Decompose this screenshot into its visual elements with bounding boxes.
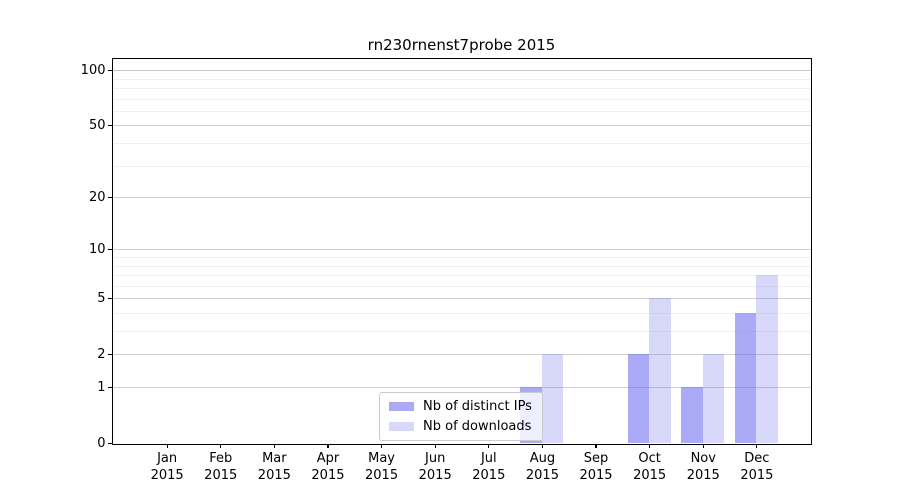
gridline-minor <box>113 110 811 112</box>
bar-downloads <box>756 275 778 443</box>
y-tick-label: 5 <box>97 290 106 306</box>
x-tick-label: May 2015 <box>342 451 422 484</box>
bar-distinct-ips <box>734 312 757 443</box>
x-tick-label: Nov 2015 <box>663 451 743 484</box>
legend-label: Nb of distinct IPs <box>423 399 532 414</box>
gridline-minor <box>113 78 811 80</box>
y-tick-label: 1 <box>97 379 106 395</box>
gridline-minor <box>113 265 811 267</box>
x-tick-label: Feb 2015 <box>181 451 261 484</box>
x-tick-year-label: 2015 <box>472 467 506 483</box>
gridline-major <box>113 298 811 300</box>
y-tick-label: 2 <box>97 346 106 362</box>
gridline-major <box>113 387 811 388</box>
y-tick-label: 50 <box>88 117 106 133</box>
x-axis-tick <box>327 444 329 448</box>
x-tick-year-label: 2015 <box>525 467 559 483</box>
bar-downloads <box>702 354 725 443</box>
y-tick-label: 20 <box>88 189 106 205</box>
plot-area: Nb of distinct IPs Nb of downloads <box>112 58 812 445</box>
y-axis-tick <box>108 442 112 445</box>
gridline-minor <box>113 331 811 332</box>
x-axis-tick <box>488 444 490 448</box>
y-axis-tick <box>108 125 112 127</box>
y-axis-tick <box>108 298 112 300</box>
x-tick-label: Mar 2015 <box>234 451 314 484</box>
gridline-minor <box>113 275 811 277</box>
legend-swatch-downloads <box>389 422 414 431</box>
x-tick-year-label: 2015 <box>740 467 774 483</box>
gridline-major <box>113 249 811 251</box>
legend-label: Nb of downloads <box>423 419 532 434</box>
x-tick-label: Jun 2015 <box>395 451 475 484</box>
legend-item-distinct-ips: Nb of distinct IPs <box>389 398 533 415</box>
legend-item-downloads: Nb of downloads <box>389 418 533 435</box>
x-axis-tick <box>702 444 704 448</box>
gridline-minor <box>113 143 811 144</box>
x-tick-label: Jul 2015 <box>449 451 529 484</box>
gridlines-layer <box>113 59 811 444</box>
x-tick-year-label: 2015 <box>633 467 667 483</box>
y-tick-label: 100 <box>80 62 106 78</box>
legend-swatch-distinct-ips <box>389 402 414 411</box>
x-tick-year-label: 2015 <box>150 467 184 483</box>
y-tick-label: 0 <box>97 435 106 451</box>
x-axis-tick <box>273 444 275 448</box>
x-tick-year-label: 2015 <box>257 467 291 483</box>
x-tick-year-label: 2015 <box>579 467 613 483</box>
x-tick-year-label: 2015 <box>204 467 238 483</box>
gridline-minor <box>113 256 811 258</box>
gridline-major <box>113 125 811 127</box>
legend: Nb of distinct IPs Nb of downloads <box>379 392 543 441</box>
y-tick-label: 10 <box>88 241 106 257</box>
gridline-major <box>113 354 811 356</box>
x-tick-year-label: 2015 <box>365 467 399 483</box>
y-axis-tick <box>108 386 112 389</box>
gridline-minor <box>113 285 811 287</box>
bar-distinct-ips <box>681 387 703 443</box>
x-tick-year-label: 2015 <box>311 467 345 483</box>
x-axis-tick <box>595 444 597 448</box>
y-axis-tick <box>108 249 112 251</box>
x-tick-year-label: 2015 <box>418 467 452 483</box>
gridline-minor <box>113 312 811 314</box>
gridline-major <box>113 197 811 199</box>
bars-layer <box>113 59 811 444</box>
x-axis-tick <box>434 444 436 448</box>
chart-title: rn230rnenst7probe 2015 <box>367 36 556 54</box>
gridline-minor <box>113 98 811 100</box>
x-tick-label: Aug 2015 <box>502 451 582 484</box>
y-axis-tick <box>108 70 112 72</box>
bar-downloads <box>541 354 564 443</box>
gridline-major <box>113 70 811 72</box>
x-axis-tick <box>380 444 383 448</box>
x-tick-label: Sep 2015 <box>556 451 636 484</box>
y-axis-tick <box>108 196 112 199</box>
x-tick-year-label: 2015 <box>686 467 720 483</box>
x-axis-tick <box>166 444 168 448</box>
x-axis-tick <box>541 444 543 448</box>
x-tick-label: Dec 2015 <box>717 451 797 484</box>
x-tick-label: Jan 2015 <box>127 451 207 484</box>
x-axis-tick <box>756 444 758 448</box>
x-axis-tick <box>649 444 651 448</box>
x-tick-label: Oct 2015 <box>610 451 690 484</box>
gridline-minor <box>113 88 811 89</box>
x-axis-tick <box>220 444 222 448</box>
x-tick-label: Apr 2015 <box>288 451 368 484</box>
gridline-minor <box>113 165 811 167</box>
bar-distinct-ips <box>627 354 650 443</box>
y-axis-tick <box>108 354 112 356</box>
bar-downloads <box>649 298 671 443</box>
